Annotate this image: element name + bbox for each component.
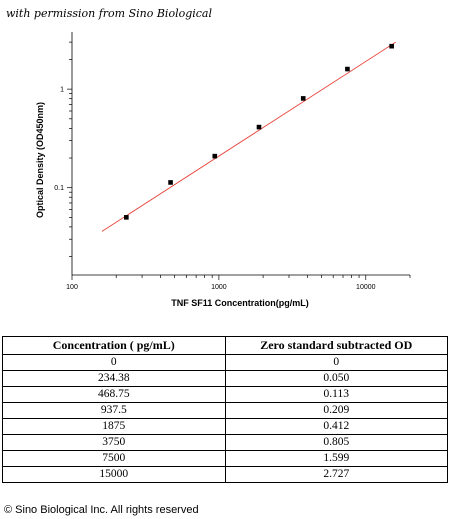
y-tick-label: 0.1 <box>54 185 64 192</box>
concentration-cell: 3750 <box>2 434 226 451</box>
standard-curve-chart: 100 1000 10000 0.11 TNF SF11 Concentration… <box>35 32 411 308</box>
table-row: 234.38 0.050 <box>2 370 448 387</box>
table-row: 937.5 0.209 <box>2 402 448 419</box>
credit-text: with permission from Sino Biological <box>6 7 213 20</box>
table-row: 7500 1.599 <box>2 450 448 467</box>
copyright-text: © Sino Biological Inc. All rights reserv… <box>4 504 199 516</box>
od-cell: 2.727 <box>224 466 448 483</box>
data-points <box>124 43 394 220</box>
data-point <box>256 124 262 130</box>
data-point <box>345 66 350 72</box>
concentration-cell: 15000 <box>2 466 226 483</box>
table-row: 3750 0.805 <box>2 434 448 451</box>
column-header-od: Zero standard subtracted OD <box>224 336 448 355</box>
x-tick-label: 100 <box>66 284 78 291</box>
table-row: 468.75 0.113 <box>2 386 448 403</box>
concentration-cell: 1875 <box>2 418 226 435</box>
x-tick-label: 1000 <box>211 284 227 291</box>
od-cell: 0.113 <box>224 386 448 403</box>
x-tick-label: 10000 <box>356 284 376 291</box>
table-row: 15000 2.727 <box>2 466 448 483</box>
od-cell: 1.599 <box>224 450 448 467</box>
y-axis-title: Optical Density (OD450nm) <box>35 102 45 218</box>
od-cell: 0.050 <box>224 370 448 387</box>
data-point <box>124 215 129 220</box>
table-header-row: Concentration ( pg/mL) Zero standard sub… <box>2 336 448 355</box>
concentration-cell: 234.38 <box>2 370 226 387</box>
od-cell: 0 <box>224 354 448 371</box>
x-ticks <box>71 275 411 280</box>
x-axis-title: TNF SF11 Concentration(pg/mL) <box>171 298 309 308</box>
plot-frame <box>71 32 410 276</box>
y-ticks <box>67 41 72 257</box>
table-row: 1875 0.412 <box>2 418 448 435</box>
od-cell: 0.209 <box>224 402 448 419</box>
column-header-concentration: Concentration ( pg/mL) <box>2 336 226 355</box>
concentration-cell: 468.75 <box>2 386 226 403</box>
x-tick-labels: 100 1000 10000 <box>66 284 375 291</box>
fit-line <box>101 41 397 232</box>
concentration-cell: 937.5 <box>2 402 226 419</box>
od-cell: 0.805 <box>224 434 448 451</box>
concentration-cell: 0 <box>2 354 226 371</box>
standard-table: Concentration ( pg/mL) Zero standard sub… <box>2 336 448 483</box>
data-point <box>300 96 306 101</box>
od-cell: 0.412 <box>224 418 448 435</box>
data-point <box>389 43 394 49</box>
data-point <box>212 153 218 159</box>
concentration-cell: 7500 <box>2 450 226 467</box>
y-tick-labels: 0.11 <box>54 87 64 193</box>
y-tick-label: 1 <box>60 87 64 94</box>
data-point <box>168 180 173 185</box>
